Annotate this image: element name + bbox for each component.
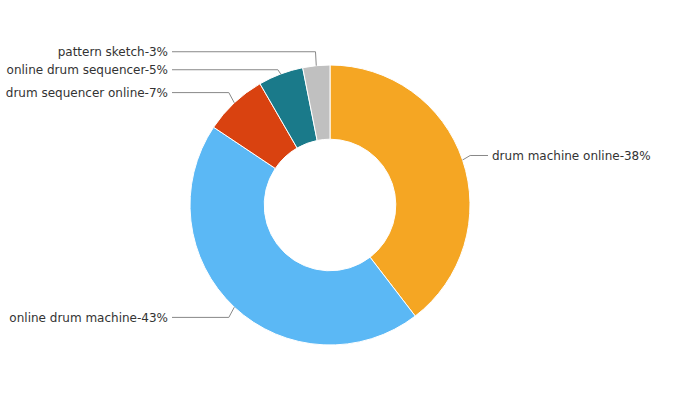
data-label: drum sequencer online-7% bbox=[6, 86, 168, 100]
leader-line bbox=[172, 70, 281, 74]
donut-slice bbox=[303, 65, 330, 140]
leader-line bbox=[172, 93, 234, 103]
data-label: online drum sequencer-5% bbox=[7, 63, 168, 77]
chart: drum machine online-38% online drum machi… bbox=[0, 0, 680, 400]
leader-line bbox=[172, 307, 234, 317]
donut-slice bbox=[190, 127, 415, 345]
donut: drum machine online-38% online drum machi… bbox=[6, 45, 651, 345]
data-label: pattern sketch-3% bbox=[58, 45, 168, 59]
data-label: drum machine online-38% bbox=[492, 149, 651, 163]
leader-line bbox=[463, 155, 488, 160]
data-label: online drum machine-43% bbox=[9, 311, 168, 325]
leader-line bbox=[172, 52, 316, 66]
